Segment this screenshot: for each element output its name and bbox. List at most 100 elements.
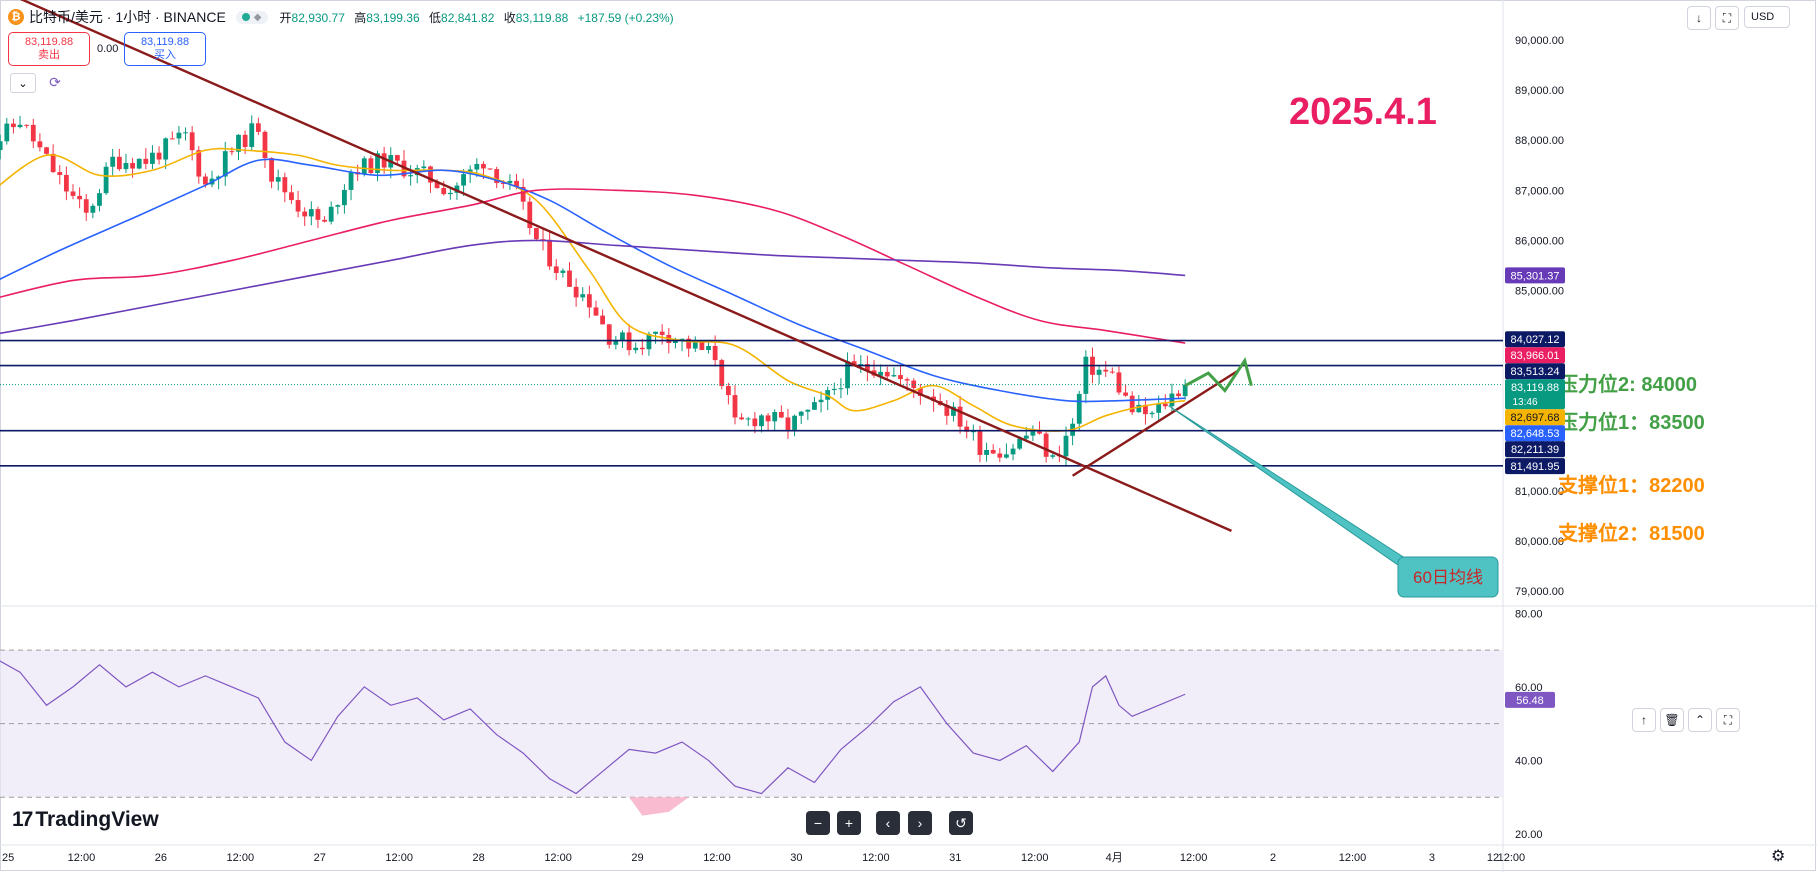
candle-body: [1043, 433, 1049, 457]
time-tick-label: 4月: [1106, 852, 1123, 864]
sell-button[interactable]: 83,119.88 卖出: [8, 32, 90, 66]
currency-select[interactable]: USD: [1744, 6, 1790, 28]
price-tick-label: 79,000.00: [1515, 586, 1564, 598]
reset-chart-button[interactable]: ↺: [949, 811, 973, 835]
candle-body: [633, 347, 639, 351]
candle-body: [295, 200, 301, 212]
candle-body: [1023, 435, 1029, 439]
settings-icon[interactable]: ⚙: [1771, 848, 1786, 865]
delete-pane-button[interactable]: 🗑: [1660, 708, 1684, 732]
candle-body: [792, 415, 797, 430]
moving-average-line: [0, 239, 1186, 335]
time-tick-label: 12:00: [544, 852, 572, 864]
trend-line: [1071, 369, 1239, 477]
candle-body: [831, 388, 837, 391]
candle-body: [156, 152, 162, 160]
market-status-pill[interactable]: ◆: [235, 10, 268, 24]
support-2-label: 支撑位2：81500: [1558, 521, 1705, 545]
projection-zigzag: [1184, 356, 1253, 394]
candle-body: [302, 211, 308, 217]
collapse-pane-button[interactable]: ⌃: [1688, 708, 1712, 732]
rsi-oversold-fill: [629, 797, 689, 816]
candle-body: [1076, 393, 1082, 424]
candle-body: [805, 409, 811, 412]
candle-body: [778, 411, 784, 418]
candle-body: [169, 138, 175, 140]
candle-body: [679, 338, 685, 341]
price-marker-label: 83,966.01: [1511, 350, 1560, 362]
candle-body: [308, 209, 314, 217]
buy-button[interactable]: 83,119.88 买入: [124, 32, 206, 66]
rsi-tick-label: 40.00: [1515, 755, 1543, 767]
candle-body: [534, 228, 539, 240]
candle-body: [659, 331, 665, 335]
price-marker-label: 81,491.95: [1511, 461, 1560, 473]
time-tick-label: 12:00: [68, 852, 96, 864]
resistance-1-label: 压力位1：83500: [1558, 410, 1705, 434]
sell-label: 卖出: [38, 49, 60, 61]
low-label: 低: [429, 10, 442, 25]
candle-body: [222, 151, 228, 177]
candle-body: [706, 346, 711, 350]
price-tick-label: 88,000.00: [1515, 135, 1564, 147]
candle-body: [586, 294, 592, 308]
scroll-down-button[interactable]: ↓: [1687, 6, 1711, 30]
candle-body: [1156, 403, 1162, 413]
candle-body: [375, 153, 380, 173]
candle-body: [772, 411, 778, 422]
candle-body: [944, 404, 950, 416]
candle-body: [818, 399, 824, 403]
candle-body: [1162, 403, 1168, 407]
callout-box: [1397, 556, 1499, 598]
candle-body: [560, 270, 566, 273]
tradingview-logo-icon: 17: [12, 808, 33, 831]
scroll-left-button[interactable]: ‹: [876, 811, 900, 835]
currency-label: USD: [1751, 11, 1775, 23]
candle-body: [348, 172, 354, 190]
candle-body: [1063, 435, 1069, 457]
market-open-icon: [241, 13, 250, 21]
fullscreen-button[interactable]: ⛶: [1715, 6, 1739, 30]
candle-body: [216, 176, 222, 179]
arrow-up-icon: ↑: [1641, 713, 1647, 727]
price-marker-label: 82,697.68: [1511, 412, 1560, 424]
rsi-line: [0, 660, 1186, 795]
candle-body: [639, 347, 645, 350]
candle-body: [428, 166, 433, 183]
candle-body: [997, 453, 1003, 458]
candle-body: [77, 195, 83, 200]
time-tick-label: 30: [790, 852, 802, 864]
tradingview-logo[interactable]: 17 TradingView: [12, 808, 159, 832]
candle-body: [580, 294, 586, 298]
candle-body: [143, 158, 149, 164]
zoom-out-button[interactable]: −: [806, 811, 830, 835]
chevron-right-icon: ›: [917, 815, 923, 831]
candle-body: [1123, 392, 1128, 396]
symbol-title[interactable]: 比特币/美元 · 1小时 · BINANCE: [29, 9, 226, 25]
collapse-legend-button[interactable]: ⌄: [10, 73, 36, 93]
candle-body: [196, 150, 202, 177]
candle-body: [500, 183, 506, 185]
arrow-down-icon: ↓: [1696, 11, 1702, 25]
candle-body: [57, 172, 63, 175]
plus-icon: +: [844, 815, 854, 831]
scroll-right-button[interactable]: ›: [908, 811, 932, 835]
candle-body: [441, 188, 447, 195]
zoom-in-button[interactable]: +: [837, 811, 861, 835]
move-pane-up-button[interactable]: ↑: [1632, 708, 1656, 732]
sell-price: 83,119.88: [24, 36, 74, 48]
candle-body: [342, 189, 347, 206]
candle-body: [699, 341, 705, 350]
candle-body: [17, 124, 23, 128]
price-marker-badge: [1505, 379, 1565, 410]
candle-body: [904, 379, 910, 381]
maximize-pane-button[interactable]: ⛶: [1716, 708, 1740, 732]
refresh-button[interactable]: ⟳: [46, 73, 64, 91]
price-marker-label: 83,119.88: [1511, 382, 1559, 394]
candle-body: [322, 219, 327, 222]
candle-body: [328, 206, 334, 222]
candle-body: [514, 180, 519, 187]
candle-body: [1103, 369, 1109, 372]
candle-body: [481, 163, 486, 169]
